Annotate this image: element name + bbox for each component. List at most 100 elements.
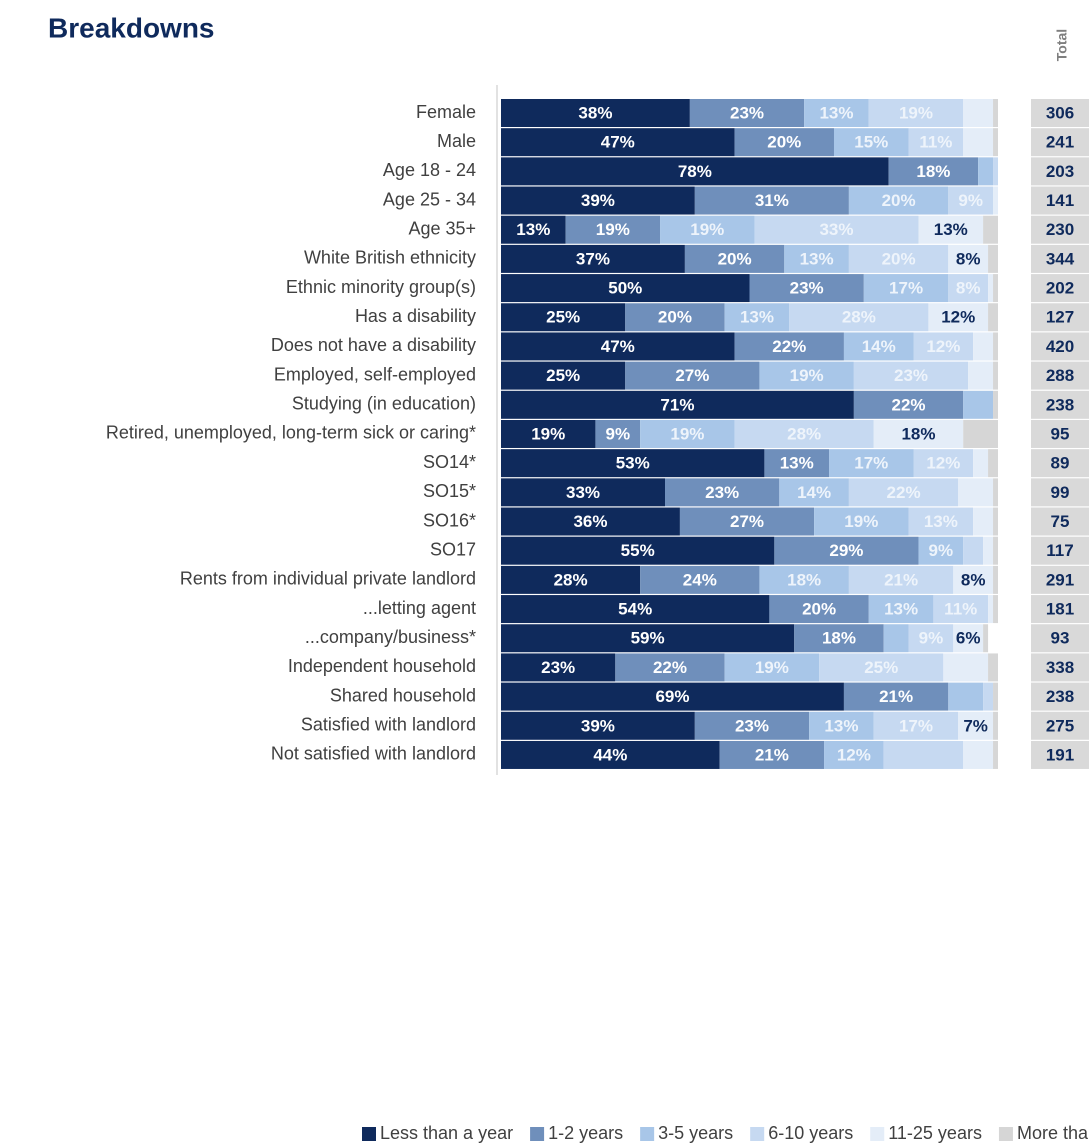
bar-segment xyxy=(988,653,998,682)
value-label: 23% xyxy=(730,103,764,122)
total-value: 89 xyxy=(1051,454,1070,473)
category-label: SO16* xyxy=(423,510,476,530)
bar-segment xyxy=(948,186,994,215)
bar-segment xyxy=(764,449,830,478)
value-label: 13% xyxy=(800,249,834,268)
bar-segment xyxy=(953,565,994,594)
bar-segment xyxy=(928,303,989,332)
total-box xyxy=(1031,274,1089,303)
chart-title: Breakdowns xyxy=(48,12,215,43)
category-label: White British ethnicity xyxy=(304,248,476,268)
bar-segment xyxy=(501,390,854,419)
bar-segment xyxy=(958,711,994,740)
category-label: Shared household xyxy=(330,685,476,705)
bar-segment xyxy=(948,682,984,711)
value-label: 31% xyxy=(755,191,789,210)
bar-segment xyxy=(779,478,849,507)
value-label: 37% xyxy=(576,249,610,268)
bar-segment xyxy=(918,536,964,565)
total-value: 181 xyxy=(1046,600,1074,619)
total-box xyxy=(1031,419,1089,448)
bar-segment xyxy=(948,274,989,303)
legend-swatch xyxy=(870,1127,885,1141)
bar-segment xyxy=(918,215,984,244)
bar-segment xyxy=(784,244,849,273)
bar-segment xyxy=(993,157,998,186)
bar-segment xyxy=(719,740,825,769)
value-label: 50% xyxy=(608,279,642,298)
bar-segment xyxy=(501,215,566,244)
value-label: 18% xyxy=(901,424,935,443)
bar-segment xyxy=(853,361,969,390)
bar-segment xyxy=(988,274,994,303)
value-label: 20% xyxy=(802,600,836,619)
total-box xyxy=(1031,157,1089,186)
total-value: 344 xyxy=(1046,249,1075,268)
bar-segment xyxy=(665,478,780,507)
value-label: 23% xyxy=(735,716,769,735)
value-label: 55% xyxy=(621,541,655,560)
bar-segment xyxy=(501,653,616,682)
bar-segment xyxy=(848,478,959,507)
bar-segment xyxy=(694,711,810,740)
bar-segment xyxy=(501,128,735,157)
value-label: 15% xyxy=(854,133,888,152)
value-label: 22% xyxy=(887,483,921,502)
value-label: 22% xyxy=(772,337,806,356)
total-box xyxy=(1031,361,1089,390)
bar-segment xyxy=(734,332,844,361)
bar-segment xyxy=(501,507,680,536)
bar-segment xyxy=(993,595,998,624)
total-box xyxy=(1031,449,1089,478)
value-label: 27% xyxy=(730,512,764,531)
value-label: 13% xyxy=(516,220,550,239)
value-label: 11% xyxy=(944,600,977,619)
value-label: 12% xyxy=(941,308,975,327)
value-label: 28% xyxy=(842,308,876,327)
total-box xyxy=(1031,244,1089,273)
legend-swatch xyxy=(640,1127,655,1141)
bar-segment xyxy=(973,332,994,361)
value-label: 47% xyxy=(601,133,635,152)
bar-segment xyxy=(913,332,974,361)
value-label: 17% xyxy=(899,716,933,735)
bar-segment xyxy=(501,332,735,361)
bar-segment xyxy=(963,128,994,157)
bar-segment xyxy=(833,128,909,157)
total-value: 238 xyxy=(1046,687,1074,706)
bar-segment xyxy=(983,536,994,565)
total-box xyxy=(1031,624,1089,653)
bar-segment xyxy=(501,595,770,624)
bar-segment xyxy=(973,449,989,478)
bar-segment xyxy=(993,507,998,536)
bar-segment xyxy=(501,740,720,769)
total-box xyxy=(1031,128,1089,157)
legend-swatch xyxy=(530,1127,545,1141)
bar-segment xyxy=(625,361,760,390)
bar-segment xyxy=(848,244,949,273)
bar-segment xyxy=(694,186,849,215)
total-value: 288 xyxy=(1046,366,1074,385)
bar-segment xyxy=(501,274,750,303)
value-label: 24% xyxy=(683,570,717,589)
total-value: 117 xyxy=(1046,541,1073,560)
bar-segment xyxy=(948,244,989,273)
value-label: 38% xyxy=(578,103,612,122)
bar-segment xyxy=(809,711,874,740)
legend-swatch xyxy=(750,1127,765,1141)
bar-segment xyxy=(968,361,994,390)
bar-segment xyxy=(993,274,998,303)
bar-segment xyxy=(913,449,974,478)
bar-segment xyxy=(993,740,998,769)
bar-segment xyxy=(988,244,998,273)
bar-segment xyxy=(501,157,889,186)
bar-segment xyxy=(769,595,869,624)
category-label: ...company/business* xyxy=(305,627,476,647)
value-label: 7% xyxy=(963,716,988,735)
value-label: 69% xyxy=(655,687,689,706)
value-label: 39% xyxy=(581,191,615,210)
total-box xyxy=(1031,99,1089,127)
bar-segment xyxy=(973,507,994,536)
bar-segment xyxy=(689,99,805,127)
value-label: 14% xyxy=(862,337,896,356)
